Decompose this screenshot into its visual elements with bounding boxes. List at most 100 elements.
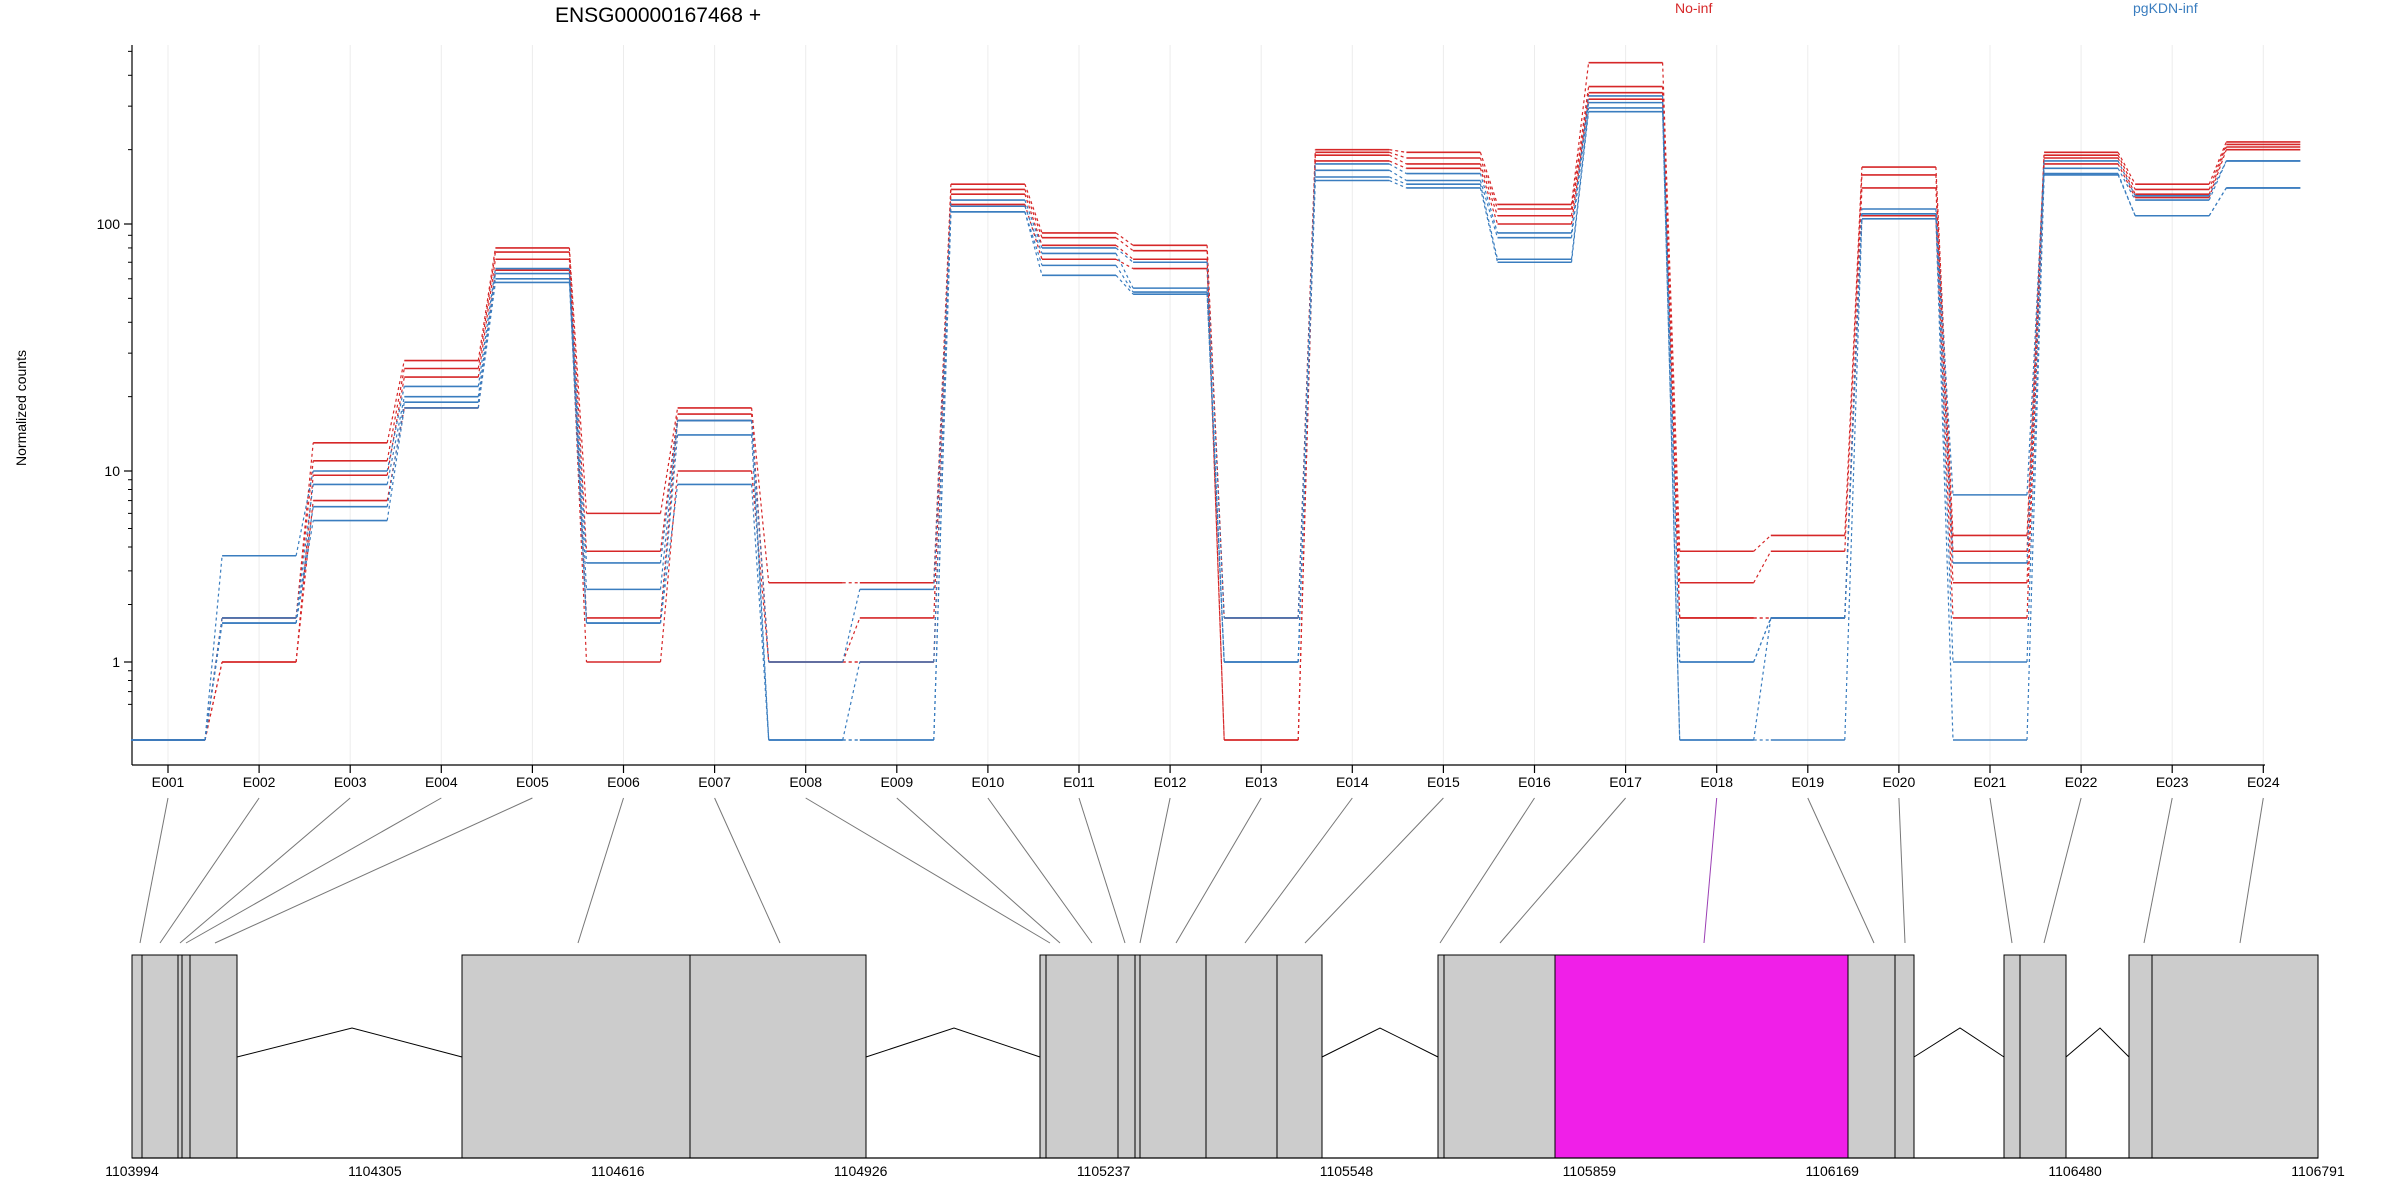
exon-block — [189, 954, 238, 1159]
data-connector — [751, 484, 770, 741]
data-connector — [1297, 163, 1316, 619]
data-connector — [1389, 151, 1407, 159]
data-connector — [1389, 163, 1407, 175]
chart-title: ENSG00000167468 + — [555, 4, 761, 27]
intron-line — [2065, 1027, 2130, 1058]
data-connector — [1206, 262, 1225, 619]
exon-block — [2003, 954, 2021, 1159]
exon-connector — [577, 797, 624, 944]
coordinate-axis: 1103994 1104305 1104616 1104926 1105237 11055… — [105, 1157, 2345, 1179]
data-connector — [1570, 86, 1590, 210]
data-connector — [1024, 194, 1043, 246]
data-connector — [1389, 176, 1407, 185]
exon-block — [461, 954, 691, 1159]
exon-block — [1117, 954, 1136, 1159]
data-connector — [295, 520, 314, 624]
exon-block — [1139, 954, 1207, 1159]
exon-connector — [2143, 797, 2173, 944]
data-connector — [204, 622, 223, 741]
series-0 — [131, 61, 2301, 741]
connector-layer — [139, 797, 2264, 944]
x-tick-label: E003 — [334, 774, 367, 790]
data-connector — [659, 414, 679, 552]
data-connector — [842, 661, 861, 741]
data-connector — [933, 206, 952, 663]
data-connector — [204, 555, 223, 741]
exon-connector — [1989, 797, 2013, 944]
exon-block — [177, 954, 183, 1159]
data-connector — [1935, 215, 1954, 619]
data-connector — [1844, 167, 1863, 536]
data-connector — [2208, 144, 2227, 190]
data-connector — [1389, 179, 1407, 189]
exon-block — [2151, 954, 2319, 1159]
data-connector — [477, 251, 496, 369]
series-layer — [131, 61, 2301, 741]
x-tick-label: E015 — [1427, 774, 1460, 790]
data-connector — [386, 360, 405, 443]
exon-block — [1045, 954, 1119, 1159]
data-connector — [1844, 174, 1863, 552]
exon-connector — [214, 797, 533, 944]
data-connector — [1935, 167, 1954, 536]
data-connector — [1479, 173, 1499, 234]
exon-connector — [1244, 797, 1353, 944]
exon-connector — [714, 797, 781, 944]
coordinate-label: 1104305 — [348, 1163, 402, 1179]
data-connector — [1297, 180, 1316, 663]
data-connector — [659, 420, 679, 590]
exon-connector — [1139, 797, 1171, 944]
data-connector — [1935, 213, 1954, 563]
x-tick-label: E019 — [1791, 774, 1824, 790]
x-tick-label: E023 — [2156, 774, 2189, 790]
x-tick-label: E004 — [425, 774, 458, 790]
x-tick-label: E007 — [698, 774, 731, 790]
data-connector — [568, 247, 588, 514]
data-connector — [1662, 99, 1681, 619]
coordinate-label: 1104926 — [834, 1163, 888, 1179]
data-connector — [842, 589, 861, 663]
data-connector — [1844, 187, 1863, 619]
legend-entry-1: pgKDN-inf — [2133, 0, 2198, 16]
x-tick-label: E014 — [1336, 774, 1369, 790]
x-tick-label: E001 — [152, 774, 185, 790]
data-connector — [1570, 92, 1590, 216]
data-connector — [2117, 154, 2136, 190]
data-connector — [842, 617, 861, 663]
x-tick-label: E020 — [1883, 774, 1916, 790]
data-connector — [751, 420, 770, 663]
exon-connector — [139, 797, 169, 944]
data-connector — [1297, 155, 1316, 741]
data-connector — [1844, 218, 1863, 741]
data-connector — [568, 252, 588, 552]
data-connector — [2208, 187, 2227, 217]
data-connector — [1115, 253, 1134, 289]
data-connector — [477, 268, 496, 387]
intron-line — [865, 1027, 1041, 1058]
data-connector — [2117, 160, 2136, 197]
legend-entry-0: No-inf — [1675, 0, 1712, 16]
data-connector — [1570, 111, 1590, 263]
gene-model — [131, 954, 2319, 1159]
data-connector — [1389, 160, 1407, 169]
data-connector — [1753, 534, 1772, 552]
data-connector — [1935, 208, 1954, 495]
data-connector — [2117, 152, 2136, 185]
data-connector — [1206, 294, 1225, 663]
data-connector — [1024, 189, 1043, 238]
data-connector — [659, 470, 679, 663]
data-connector — [1024, 183, 1043, 234]
coordinate-label: 1106791 — [2291, 1163, 2345, 1179]
data-connector — [568, 270, 588, 663]
data-connector — [1115, 244, 1134, 260]
exon-block — [689, 954, 867, 1159]
x-tick-label: E022 — [2065, 774, 2098, 790]
data-connector — [477, 247, 496, 361]
intron-line — [236, 1027, 463, 1058]
data-connector — [2026, 174, 2045, 741]
exon-connector — [1499, 797, 1626, 944]
y-tick-label: 1 — [112, 654, 120, 670]
data-connector — [1479, 187, 1499, 263]
exon-connector — [2239, 797, 2264, 944]
exon-connector — [1439, 797, 1535, 944]
